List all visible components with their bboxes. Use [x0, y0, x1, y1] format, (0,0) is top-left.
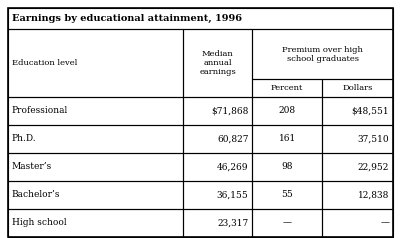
Text: Professional: Professional — [12, 106, 68, 115]
Text: 60,827: 60,827 — [217, 134, 249, 143]
Bar — [8, 97, 183, 125]
Bar — [8, 8, 393, 29]
Text: Master’s: Master’s — [12, 162, 52, 171]
Bar — [322, 79, 393, 97]
Text: Ph.D.: Ph.D. — [12, 134, 36, 143]
Text: Dollars: Dollars — [342, 84, 373, 92]
Text: —: — — [283, 218, 292, 227]
Bar — [322, 209, 393, 237]
Bar — [322, 153, 393, 181]
Text: 46,269: 46,269 — [217, 162, 249, 171]
Text: 55: 55 — [281, 190, 293, 199]
Bar — [253, 209, 322, 237]
Text: 161: 161 — [279, 134, 296, 143]
Text: 12,838: 12,838 — [358, 190, 389, 199]
Text: $48,551: $48,551 — [352, 106, 389, 115]
Text: Percent: Percent — [271, 84, 303, 92]
Text: Education level: Education level — [12, 59, 77, 67]
Bar — [322, 181, 393, 209]
Text: Premium over high
school graduates: Premium over high school graduates — [282, 46, 363, 63]
Bar — [253, 125, 322, 153]
Bar — [253, 97, 322, 125]
Text: —: — — [380, 218, 389, 227]
Bar — [253, 29, 393, 79]
Text: 37,510: 37,510 — [358, 134, 389, 143]
Bar — [8, 181, 183, 209]
Text: Bachelor’s: Bachelor’s — [12, 190, 60, 199]
Text: 22,952: 22,952 — [358, 162, 389, 171]
Text: 36,155: 36,155 — [217, 190, 249, 199]
Bar — [183, 97, 253, 125]
Bar — [183, 29, 253, 97]
Bar — [183, 153, 253, 181]
Text: 23,317: 23,317 — [217, 218, 249, 227]
Bar — [253, 153, 322, 181]
Text: High school: High school — [12, 218, 67, 227]
Text: Earnings by educational attainment, 1996: Earnings by educational attainment, 1996 — [12, 14, 242, 23]
Text: 98: 98 — [282, 162, 293, 171]
Bar — [322, 97, 393, 125]
Bar — [253, 181, 322, 209]
Bar — [8, 125, 183, 153]
Bar — [183, 209, 253, 237]
Bar — [253, 79, 322, 97]
Text: $71,868: $71,868 — [211, 106, 249, 115]
Bar — [8, 29, 183, 97]
Bar — [8, 209, 183, 237]
Text: Median
annual
earnings: Median annual earnings — [199, 50, 236, 76]
Text: 208: 208 — [279, 106, 296, 115]
Bar — [8, 153, 183, 181]
Bar — [183, 181, 253, 209]
Bar — [322, 125, 393, 153]
Bar — [183, 125, 253, 153]
